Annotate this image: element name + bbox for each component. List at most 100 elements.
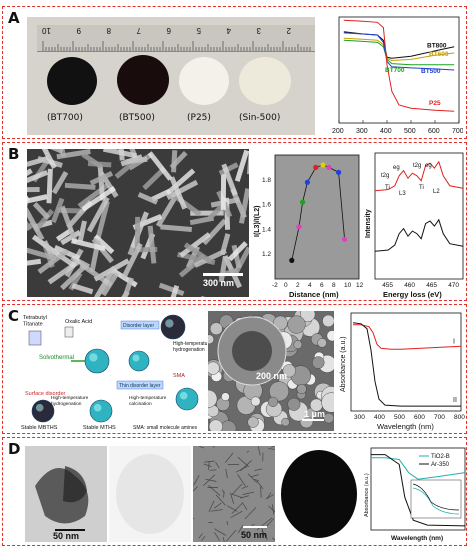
x-tick-label: 400 [374, 414, 385, 421]
scheme-text-stable-mbths: Stable MBTHS [21, 425, 58, 431]
x-tick-label: 8 [332, 282, 336, 289]
nanosphere [204, 334, 214, 345]
ruler-number: 3 [256, 26, 261, 35]
nanowire [267, 492, 272, 499]
nanowire [208, 485, 221, 496]
ruler-number: 7 [136, 26, 141, 35]
nanorod [60, 229, 82, 246]
nanosphere [208, 419, 223, 434]
nanorod [71, 238, 106, 252]
nanorod [21, 204, 45, 241]
scheme-text-sma: SMA [173, 373, 185, 379]
y-axis-label: Absorbance (a.u.) [364, 473, 370, 517]
nanorod [166, 179, 199, 200]
x-tick-label: 460 [404, 282, 415, 289]
tem-image-1: 50 nm [25, 446, 107, 542]
scheme-sphere-sma [175, 387, 199, 411]
nanowire [241, 485, 249, 489]
scale-bar-d1 [55, 529, 85, 531]
nanorod [221, 163, 238, 196]
sample-label-bt500: (BT500) [119, 113, 155, 123]
nanowire [244, 507, 257, 520]
peak-annotation: L3 [399, 191, 406, 197]
nanosphere [221, 392, 230, 401]
nanorod [134, 216, 141, 249]
eels-spectrum-chart: 455 460 465 470 t2g eg t2g eg Ti L3 Ti L2 Energy los… [365, 152, 464, 299]
powder-black-image [277, 446, 361, 542]
nanowire [222, 489, 225, 493]
nanowire [203, 474, 216, 487]
nanorod [60, 264, 87, 291]
scheme-sphere-mths [89, 399, 113, 423]
sem-spheres: 200 nm 1 μm [199, 306, 342, 437]
scheme-sphere-mths-highlight [93, 403, 102, 412]
scheme-text-hydrogenation-bottom: hydrogenation [51, 401, 82, 407]
data-point [342, 236, 348, 242]
x-tick-label: 6 [320, 282, 324, 289]
scheme-text-disorder-layer: Disorder layer [123, 323, 154, 329]
nanosphere [293, 340, 303, 349]
nanosphere [322, 314, 335, 328]
nanorod [137, 192, 159, 205]
nanowire [265, 494, 274, 500]
peak-annotation: eg [393, 165, 400, 171]
nanowire [223, 491, 225, 498]
spectrum-line-black [374, 218, 464, 252]
scheme-sphere-precursor [84, 348, 110, 374]
scheme-text-thin-disorder: Thin disorder layer [119, 383, 161, 389]
nanosphere [267, 396, 279, 407]
x-tick-label: 700 [434, 414, 445, 421]
legend-label-bt500: BT500 [421, 68, 441, 75]
x-tick-label: 465 [426, 282, 437, 289]
nanorod [81, 152, 103, 169]
y-axis-label: I(L3)/I(L2) [254, 206, 261, 238]
nanowire [201, 535, 206, 541]
nanowire [226, 520, 229, 526]
nanorod [155, 190, 181, 228]
panel-label-d: D [8, 440, 21, 458]
ruler-number: 8 [106, 26, 111, 35]
scheme-sphere-disorder [160, 314, 186, 340]
scheme-text-tetrabutyl: Tetrabutyl [23, 315, 47, 321]
nanowire [199, 445, 205, 449]
plot-frame [338, 16, 460, 124]
scale-label-b: 300 nm [203, 278, 235, 288]
nanorod [239, 188, 251, 224]
nanowire [254, 478, 259, 482]
label-box-thin-disorder [116, 380, 164, 390]
ruler-number: 5 [196, 26, 201, 35]
nanowire [240, 460, 252, 472]
scheme-text-calcination: High-temperature [129, 395, 167, 401]
scheme-sphere-mbths-highlight [35, 403, 44, 412]
sphere-texture [199, 306, 342, 437]
nanosphere [206, 361, 220, 375]
nanosphere [281, 417, 290, 427]
nanorod [179, 232, 211, 258]
nanosphere [269, 381, 289, 402]
nanosphere [199, 389, 218, 408]
nanowire [261, 517, 273, 527]
x-axis-label: Distance (nm) [289, 290, 339, 299]
nanorod [9, 187, 40, 193]
scale-label-c-inset: 200 nm [256, 371, 288, 381]
nanowire [225, 468, 228, 479]
scheme-text-tetrabutyl: Titanate [23, 322, 43, 328]
nanorod [183, 242, 213, 264]
nanowire [214, 532, 220, 541]
nanowire [209, 469, 217, 471]
nanosphere [326, 330, 338, 342]
nanorod [234, 149, 250, 182]
white-powder [116, 454, 184, 534]
nanorod [97, 164, 106, 201]
data-point [296, 224, 302, 230]
series-line-tio2b [371, 457, 466, 480]
nanowire [257, 446, 261, 456]
nanowire [254, 468, 263, 472]
nanosphere [287, 397, 301, 411]
peak-annotation: L2 [433, 189, 440, 195]
data-point [313, 164, 319, 170]
scheme-sphere-precursor-highlight [89, 353, 98, 362]
nanorod [227, 241, 248, 262]
